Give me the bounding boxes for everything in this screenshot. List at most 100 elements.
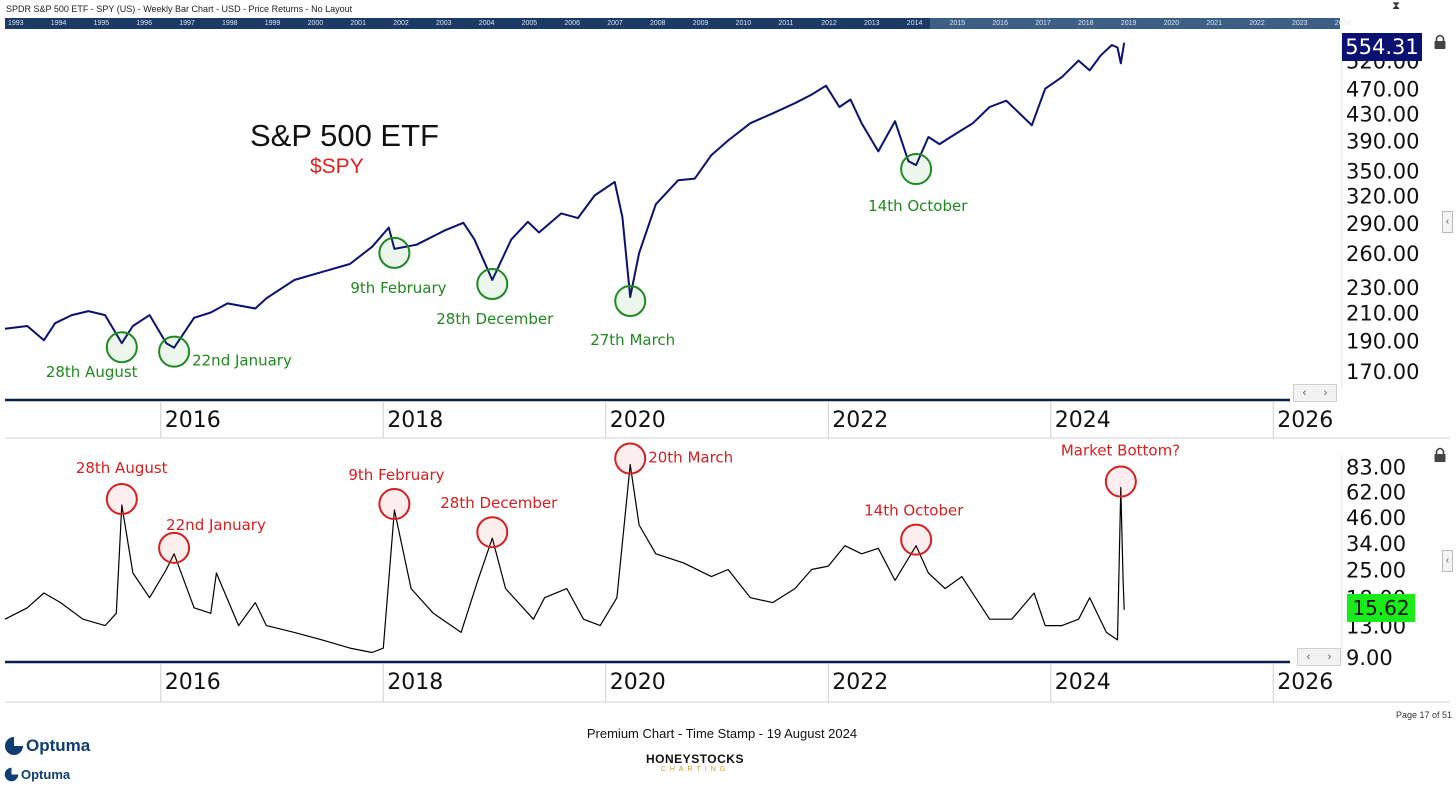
- annotation-circle: [900, 153, 933, 186]
- x-tick-label: 2022: [832, 408, 888, 433]
- annotation-circle: [378, 488, 411, 521]
- y-tick-label: 350.00: [1346, 160, 1419, 184]
- pin-icon[interactable]: ⧗: [1392, 0, 1400, 12]
- x-tick-label: 2026: [1277, 670, 1333, 695]
- annotation-label: 14th October: [868, 197, 968, 215]
- annotation-label: 27th March: [590, 331, 675, 349]
- lock-icon[interactable]: [1433, 34, 1447, 50]
- x-tick-label: 2016: [165, 670, 221, 695]
- chevron-left-icon[interactable]: ‹: [1442, 550, 1453, 572]
- series-line: [4, 42, 1126, 349]
- year-strip-label[interactable]: 2003: [436, 20, 452, 27]
- year-strip-label[interactable]: 1997: [179, 20, 195, 27]
- annotation-label: 28th December: [436, 310, 554, 328]
- year-strip-label[interactable]: 2009: [692, 20, 709, 27]
- annotation-label: 9th February: [348, 466, 444, 484]
- year-strip-label[interactable]: 2019: [1120, 20, 1137, 27]
- y-tick-label: 46.00: [1346, 506, 1406, 530]
- x-tick-label: 2020: [610, 670, 666, 695]
- chevron-right-icon[interactable]: ›: [1323, 387, 1328, 399]
- optuma-logo-text: Optuma: [26, 736, 91, 755]
- y-tick-label: 62.00: [1346, 481, 1406, 505]
- year-strip-label[interactable]: 1996: [136, 20, 152, 27]
- brand-name: HONEYSTOCKS: [646, 752, 744, 766]
- y-tick-label: 230.00: [1346, 276, 1419, 300]
- annotation-circle: [378, 236, 411, 269]
- annotation-circle: [614, 442, 647, 475]
- chevron-left-icon[interactable]: ‹: [1302, 387, 1307, 399]
- annotation-circle: [1104, 465, 1137, 498]
- year-navigator-selection[interactable]: [5, 18, 930, 29]
- year-strip-label[interactable]: 2001: [350, 20, 366, 27]
- y-tick-label: 260.00: [1346, 242, 1419, 266]
- year-strip-label[interactable]: 2008: [650, 20, 666, 27]
- year-strip-label[interactable]: 2010: [735, 20, 752, 27]
- x-tick-label: 2026: [1277, 408, 1333, 433]
- year-strip-label[interactable]: 2018: [1078, 20, 1094, 27]
- year-strip-label[interactable]: 2017: [1035, 20, 1051, 27]
- annotation-label: 9th February: [350, 279, 446, 297]
- page-number: Page 17 of 51: [1395, 710, 1452, 720]
- annotation-circle: [476, 268, 509, 301]
- year-strip-label[interactable]: 2000: [307, 20, 324, 27]
- honeystocks-logo: HONEYSTOCKS CHARTING: [640, 752, 750, 773]
- time-stamp: Premium Chart - Time Stamp - 19 August 2…: [586, 726, 858, 741]
- chart-subtitle: $SPY: [310, 155, 364, 178]
- year-strip-label[interactable]: 1993: [8, 20, 24, 27]
- y-tick-label: 83.00: [1346, 456, 1406, 480]
- year-strip-label[interactable]: 1998: [222, 20, 238, 27]
- optuma-logo: Optuma: [4, 736, 90, 756]
- annotation-circle: [158, 335, 191, 368]
- chevron-left-icon[interactable]: ‹: [1442, 211, 1453, 233]
- year-strip-label[interactable]: 2022: [1249, 20, 1265, 27]
- price-last-value-badge: 554.31: [1342, 33, 1422, 61]
- year-strip-label[interactable]: 2014: [906, 20, 923, 27]
- y-tick-label: 170.00: [1346, 360, 1419, 384]
- window-title: SPDR S&P 500 ETF - SPY (US) - Weekly Bar…: [6, 4, 353, 14]
- year-strip-label[interactable]: 1994: [50, 20, 67, 27]
- x-tick-label: 2020: [610, 408, 666, 433]
- year-strip-label[interactable]: 2006: [564, 20, 580, 27]
- annotation-circle: [900, 523, 933, 556]
- vix-last-value-badge: 15.62: [1347, 594, 1415, 622]
- y-tick-label: 290.00: [1346, 212, 1419, 236]
- year-strip-label[interactable]: 2013: [864, 20, 880, 27]
- chevron-right-icon[interactable]: ›: [1327, 651, 1332, 663]
- y-tick-label: 390.00: [1346, 130, 1419, 154]
- year-strip-label[interactable]: 2020: [1163, 20, 1180, 27]
- year-strip-label[interactable]: 2004: [478, 20, 495, 27]
- x-tick-label: 2022: [832, 670, 888, 695]
- year-strip-label[interactable]: 2024: [1334, 20, 1351, 27]
- scroll-nav-buttons[interactable]: ‹ ›: [1297, 648, 1341, 666]
- year-strip-label[interactable]: 2002: [393, 20, 409, 27]
- optuma-logo-icon: [5, 737, 23, 755]
- annotation-circle: [476, 516, 509, 549]
- vix-panel: 9.0013.0018.0025.0034.0046.0062.0083.002…: [4, 442, 1450, 703]
- y-tick-label: 470.00: [1346, 78, 1419, 102]
- year-strip-label[interactable]: 2023: [1292, 20, 1308, 27]
- annotation-label: 28th August: [76, 459, 168, 477]
- annotation-label: Market Bottom?: [1061, 442, 1180, 460]
- y-tick-label: 320.00: [1346, 184, 1419, 208]
- x-tick-label: 2018: [387, 670, 443, 695]
- optuma-logo-small: Optuma: [4, 767, 70, 782]
- year-navigator-labels: 1993 1994 1995 1996 1997 1998 1999 2000 2001 2002…: [5, 18, 1350, 29]
- year-strip-label[interactable]: 2012: [821, 20, 837, 27]
- year-strip-label[interactable]: 2021: [1206, 20, 1222, 27]
- year-strip-label[interactable]: 2016: [992, 20, 1008, 27]
- brand-subtitle: CHARTING: [660, 766, 730, 773]
- year-strip-label[interactable]: 1999: [264, 20, 281, 27]
- year-strip-label[interactable]: 2015: [949, 20, 966, 27]
- lock-icon[interactable]: [1433, 447, 1447, 463]
- x-tick-label: 2024: [1055, 408, 1111, 433]
- scroll-nav-buttons[interactable]: ‹ ›: [1293, 384, 1337, 402]
- year-strip-label[interactable]: 2005: [521, 20, 538, 27]
- y-tick-label: 34.00: [1346, 532, 1406, 556]
- chevron-left-icon[interactable]: ‹: [1306, 651, 1311, 663]
- year-strip-label[interactable]: 2011: [778, 20, 794, 27]
- year-strip-label[interactable]: 2007: [607, 20, 623, 27]
- annotation-label: 14th October: [864, 502, 964, 520]
- year-strip-label[interactable]: 1995: [93, 20, 110, 27]
- y-tick-label: 210.00: [1346, 301, 1419, 325]
